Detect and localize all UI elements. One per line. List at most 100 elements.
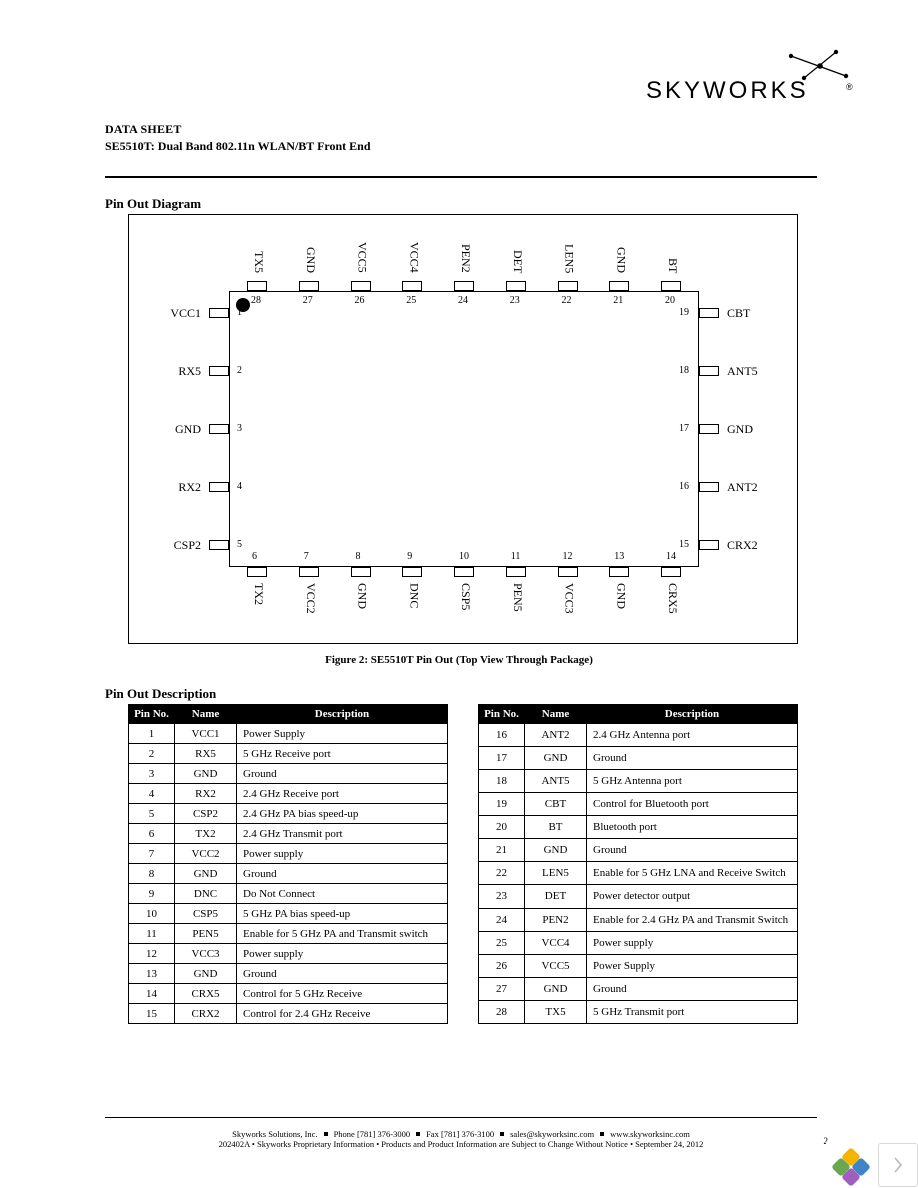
pin-number: 13 — [614, 551, 624, 562]
cell-pinno: 25 — [479, 931, 525, 954]
cell-desc: Ground — [587, 839, 798, 862]
cell-desc: 2.4 GHz Transmit port — [237, 824, 448, 844]
cell-desc: Ground — [237, 964, 448, 984]
pin-number: 24 — [458, 295, 468, 306]
pin-label: CBT — [727, 306, 750, 321]
cell-desc: Power supply — [237, 944, 448, 964]
cell-desc: Enable for 2.4 GHz PA and Transmit Switc… — [587, 908, 798, 931]
table-row: 13GNDGround — [129, 964, 448, 984]
chip-pad — [209, 366, 229, 376]
pin-number: 11 — [511, 551, 521, 562]
pin-number: 4 — [237, 481, 242, 492]
header-line1: DATA SHEET — [105, 122, 371, 137]
cell-name: VCC5 — [525, 954, 587, 977]
table-row: 7VCC2Power supply — [129, 844, 448, 864]
cell-desc: Control for Bluetooth port — [587, 793, 798, 816]
viewer-logo-icon — [826, 1142, 872, 1188]
chip-pad — [247, 281, 267, 291]
cell-name: CBT — [525, 793, 587, 816]
pin-number: 16 — [679, 481, 689, 492]
next-page-button[interactable] — [878, 1143, 918, 1187]
pin-label: CSP5 — [458, 583, 473, 610]
pin-label: CRX2 — [727, 538, 758, 553]
table-row: 14CRX5Control for 5 GHz Receive — [129, 984, 448, 1004]
cell-name: BT — [525, 816, 587, 839]
cell-name: LEN5 — [525, 862, 587, 885]
table-row: 18ANT55 GHz Antenna port — [479, 770, 798, 793]
cell-pinno: 3 — [129, 764, 175, 784]
pin-table-right: Pin No. Name Description 16ANT22.4 GHz A… — [478, 704, 798, 1024]
pin-label: VCC5 — [355, 242, 370, 273]
pin-label: RX2 — [141, 480, 201, 495]
pin-description-tables: Pin No. Name Description 1VCC1Power Supp… — [128, 704, 798, 1024]
chip-pad — [699, 540, 719, 550]
table-row: 10CSP55 GHz PA bias speed-up — [129, 904, 448, 924]
pin-number: 1 — [237, 307, 242, 318]
cell-name: CSP5 — [175, 904, 237, 924]
pin-label: CSP2 — [141, 538, 201, 553]
cell-name: TX2 — [175, 824, 237, 844]
chip-pad — [506, 281, 526, 291]
table-row: 28TX55 GHz Transmit port — [479, 1000, 798, 1023]
chip-pad — [609, 567, 629, 577]
chip-pad — [402, 281, 422, 291]
chip-pad — [699, 482, 719, 492]
cell-name: GND — [525, 977, 587, 1000]
viewer-widget — [826, 1142, 918, 1188]
chevron-right-icon — [893, 1157, 903, 1173]
cell-name: PEN5 — [175, 924, 237, 944]
chip-pad — [661, 567, 681, 577]
pin-label: TX2 — [251, 583, 266, 605]
pin-label: ANT2 — [727, 480, 758, 495]
table-row: 3GNDGround — [129, 764, 448, 784]
chip-pad — [558, 567, 578, 577]
chip-pad — [506, 567, 526, 577]
chip-pad — [454, 281, 474, 291]
cell-desc: Ground — [237, 764, 448, 784]
skyworks-logo-icon: SKYWORKS ® — [646, 48, 856, 106]
pin-number: 15 — [679, 539, 689, 550]
cell-desc: Bluetooth port — [587, 816, 798, 839]
table-row: 17GNDGround — [479, 747, 798, 770]
footer-separator-icon — [600, 1132, 604, 1136]
table-row: 22LEN5Enable for 5 GHz LNA and Receive S… — [479, 862, 798, 885]
footer-segment: Phone [781] 376-3000 — [334, 1129, 411, 1139]
th-desc: Description — [237, 705, 448, 724]
cell-pinno: 28 — [479, 1000, 525, 1023]
table-row: 2RX55 GHz Receive port — [129, 744, 448, 764]
pin-number: 27 — [303, 295, 313, 306]
cell-pinno: 7 — [129, 844, 175, 864]
table-row: 11PEN5Enable for 5 GHz PA and Transmit s… — [129, 924, 448, 944]
cell-pinno: 27 — [479, 977, 525, 1000]
chip-body-outline — [229, 291, 699, 567]
th-pinno: Pin No. — [129, 705, 175, 724]
pin-number: 20 — [665, 295, 675, 306]
table-row: 15CRX2Control for 2.4 GHz Receive — [129, 1004, 448, 1024]
pin-number: 22 — [562, 295, 572, 306]
cell-desc: 5 GHz PA bias speed-up — [237, 904, 448, 924]
cell-name: RX5 — [175, 744, 237, 764]
footer-separator-icon — [416, 1132, 420, 1136]
cell-pinno: 10 — [129, 904, 175, 924]
cell-name: ANT2 — [525, 724, 587, 747]
pin-label: GND — [727, 422, 753, 437]
chip-pad — [209, 308, 229, 318]
pinout-diagram-frame: 1VCC12RX53GND4RX25CSP215CRX216ANT217GND1… — [128, 214, 798, 644]
pin-number: 3 — [237, 423, 242, 434]
th-name: Name — [525, 705, 587, 724]
chip-pad — [209, 424, 229, 434]
pin-number: 28 — [251, 295, 261, 306]
pin-label: DNC — [406, 583, 421, 608]
header-line2: SE5510T: Dual Band 802.11n WLAN/BT Front… — [105, 139, 371, 154]
cell-name: RX2 — [175, 784, 237, 804]
cell-desc: Power Supply — [587, 954, 798, 977]
cell-pinno: 17 — [479, 747, 525, 770]
cell-desc: Control for 2.4 GHz Receive — [237, 1004, 448, 1024]
pin-label: ANT5 — [727, 364, 758, 379]
cell-desc: 2.4 GHz Antenna port — [587, 724, 798, 747]
cell-pinno: 26 — [479, 954, 525, 977]
cell-desc: Ground — [587, 977, 798, 1000]
cell-pinno: 21 — [479, 839, 525, 862]
chip-pad — [699, 308, 719, 318]
cell-desc: Ground — [237, 864, 448, 884]
